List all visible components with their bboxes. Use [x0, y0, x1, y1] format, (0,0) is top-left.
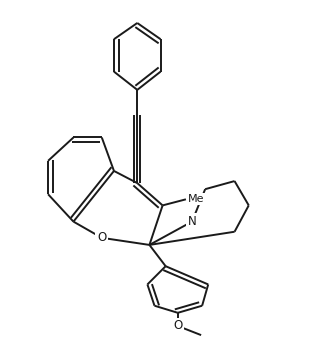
Text: O: O	[173, 319, 182, 332]
Text: Me: Me	[188, 194, 205, 204]
Text: N: N	[188, 215, 197, 228]
Text: O: O	[97, 231, 106, 244]
